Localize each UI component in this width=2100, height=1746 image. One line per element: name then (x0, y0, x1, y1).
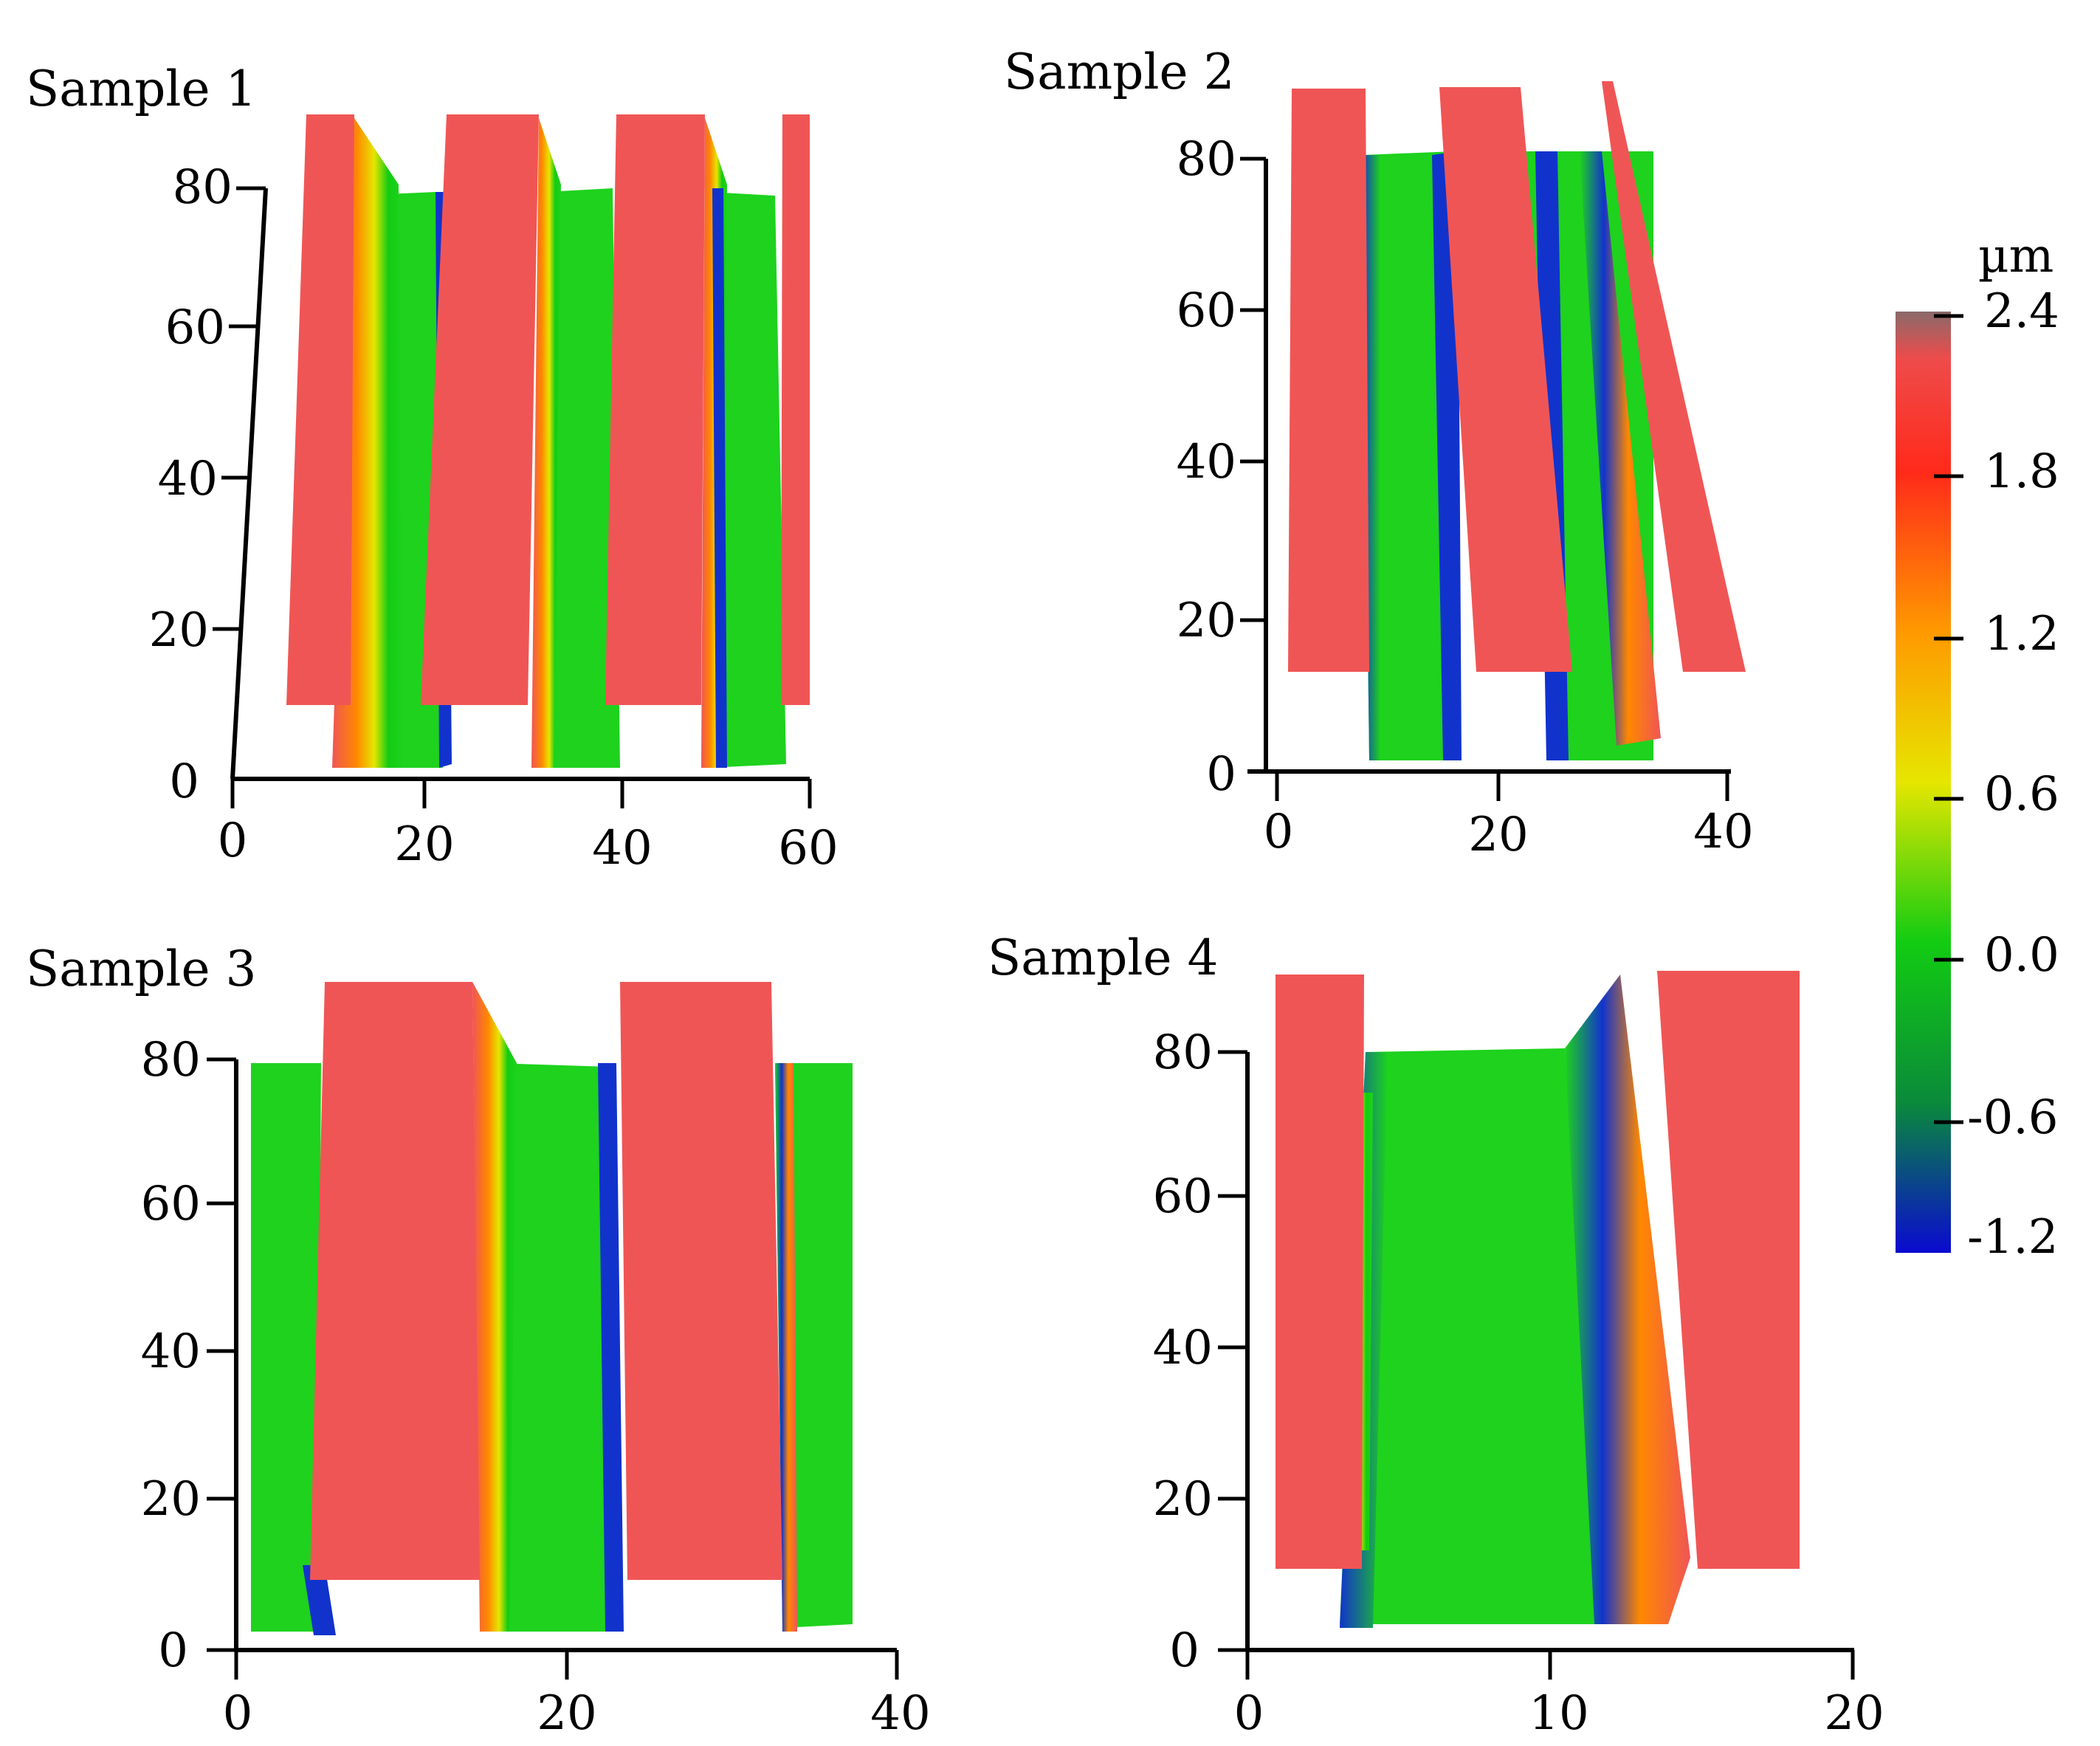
y-tick-label: 40 (1177, 435, 1236, 489)
y-tick-label: 0 (1169, 1623, 1199, 1678)
x-tick-label: 0 (218, 814, 248, 868)
groove-1 (251, 1063, 321, 1632)
edge-2 (531, 118, 561, 768)
y-tick-label: 40 (141, 1324, 201, 1379)
groove-1 (1340, 1048, 1598, 1624)
y-axis (230, 188, 268, 780)
ridge-2 (421, 114, 539, 705)
panel-title: Sample 3 (26, 941, 257, 997)
groove-1 (1362, 151, 1458, 760)
x-tick-label: 20 (394, 817, 454, 872)
panel-sample-3: Sample 3 80 60 40 20 0 (26, 941, 931, 1741)
panel-sample-2: Sample 2 80 60 40 20 0 (1004, 44, 1754, 862)
x-tick-label: 20 (1824, 1686, 1884, 1741)
blue-edge-1 (598, 1063, 624, 1632)
edge-1 (1565, 975, 1690, 1624)
x-tick-label: 0 (1234, 1686, 1264, 1741)
y-tick-label: 20 (149, 603, 209, 658)
y-tick-label: 60 (1153, 1169, 1213, 1224)
y-tick-label: 60 (1177, 283, 1236, 338)
y-tick-label: 80 (141, 1033, 201, 1087)
y-tick-label: 20 (141, 1472, 201, 1527)
colorbar: µm 2.4 1.8 1.2 0.6 0.0 -0.6 -1.2 (1896, 229, 2059, 1265)
panel-title: Sample 2 (1004, 44, 1235, 100)
axes-sample-2: 80 60 40 20 0 0 20 40 (1177, 132, 1754, 862)
x-tick-label: 10 (1529, 1686, 1588, 1741)
surface-sample-2 (1288, 81, 1746, 760)
colorbar-tick-label: 0.0 (1984, 928, 2059, 983)
ridge-3 (605, 114, 705, 705)
ridge-1 (1276, 975, 1364, 1569)
axes-sample-4: 80 60 40 20 0 0 10 20 (1153, 1025, 1884, 1741)
groove-2 (546, 188, 620, 768)
blue-edge-3 (303, 1565, 336, 1635)
y-tick-label: 40 (158, 452, 218, 506)
ridge-2 (1439, 87, 1572, 672)
y-tick-label: 40 (1153, 1321, 1213, 1375)
y-tick-label: 20 (1153, 1472, 1213, 1527)
y-tick-label: 0 (169, 755, 199, 809)
ridge-2 (1657, 971, 1800, 1569)
y-tick-label: 80 (1153, 1025, 1213, 1080)
x-tick-label: 0 (1264, 805, 1294, 859)
colorbar-tick-label: 1.8 (1984, 444, 2059, 499)
colorbar-unit: µm (1978, 229, 2053, 283)
colorbar-tick-label: 1.2 (1984, 607, 2059, 661)
y-tick-label: 0 (1206, 747, 1236, 802)
x-tick-label: 0 (223, 1686, 253, 1741)
panel-title: Sample 1 (26, 61, 257, 117)
ridge-1 (286, 114, 354, 705)
x-tick-label: 40 (870, 1686, 930, 1741)
panel-sample-4: Sample 4 80 60 40 20 0 0 10 (988, 929, 1884, 1741)
ridge-1 (310, 982, 480, 1580)
y-tick-label: 60 (165, 300, 225, 355)
x-tick-label: 60 (778, 821, 838, 876)
edge-1 (1580, 151, 1661, 746)
axes-sample-3: 80 60 40 20 0 0 20 40 (141, 1033, 931, 1741)
x-tick-label: 40 (1693, 805, 1753, 859)
colorbar-tick-label: 0.6 (1984, 767, 2059, 822)
colorbar-gradient (1896, 312, 1951, 1253)
x-tick-label: 40 (592, 821, 652, 876)
ridge-2 (620, 982, 782, 1580)
colorbar-tick-label: -0.6 (1967, 1090, 2058, 1145)
panel-sample-1: Sample 1 80 60 40 20 0 (26, 61, 839, 876)
groove-2 (495, 1063, 620, 1632)
groove-3 (709, 192, 786, 768)
surface-sample-4 (1276, 971, 1800, 1628)
colorbar-tick-label: 2.4 (1984, 284, 2059, 339)
blue-edge-2 (712, 188, 727, 768)
y-tick-label: 60 (141, 1177, 201, 1231)
panel-title: Sample 4 (988, 929, 1219, 986)
y-tick-label: 80 (173, 160, 233, 215)
y-tick-label: 80 (1177, 132, 1236, 187)
surface-sample-3 (251, 982, 853, 1635)
y-tick-label: 20 (1177, 594, 1236, 648)
axes-sample-1: 80 60 40 20 0 0 20 40 60 (149, 160, 839, 876)
ridge-3 (1602, 81, 1746, 672)
x-tick-label: 20 (537, 1686, 596, 1741)
edge-1 (472, 982, 517, 1632)
surface-sample-1 (286, 114, 810, 768)
ridge-1 (1288, 89, 1369, 672)
y-tick-label: 0 (158, 1623, 188, 1678)
ridge-4 (781, 114, 810, 705)
colorbar-tick-label: -1.2 (1967, 1210, 2058, 1265)
x-tick-label: 20 (1468, 808, 1528, 862)
